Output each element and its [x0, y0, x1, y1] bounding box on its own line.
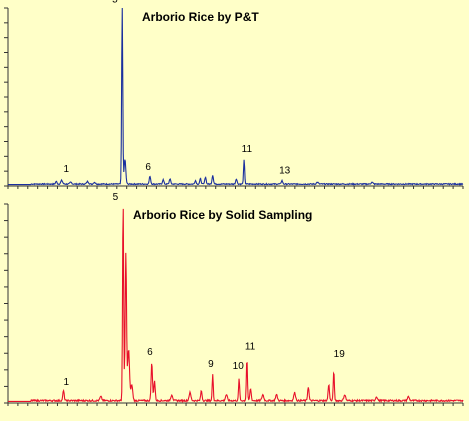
peak-label: 1	[63, 377, 69, 388]
peak-label: 19	[334, 349, 346, 360]
peak-label: 5	[113, 192, 119, 203]
peak-label: 6	[145, 162, 151, 173]
peak-label: 10	[233, 361, 245, 372]
peak-label: 5	[112, 0, 118, 6]
chart-title-pt: Arborio Rice by P&T	[142, 10, 259, 24]
chart-panel-pt: Arborio Rice by P&T 5 1 6 11 13	[4, 0, 463, 189]
chromatogram-trace	[8, 8, 463, 185]
chromatogram-trace	[8, 209, 463, 402]
peak-label: 11	[242, 144, 253, 155]
peak-label: 1	[63, 164, 69, 175]
peak-label: 11	[245, 341, 256, 352]
peak-label: 6	[147, 347, 153, 358]
peak-label: 9	[208, 359, 214, 370]
chart-title-solid: Arborio Rice by Solid Sampling	[133, 208, 312, 222]
peak-label: 13	[279, 166, 291, 177]
